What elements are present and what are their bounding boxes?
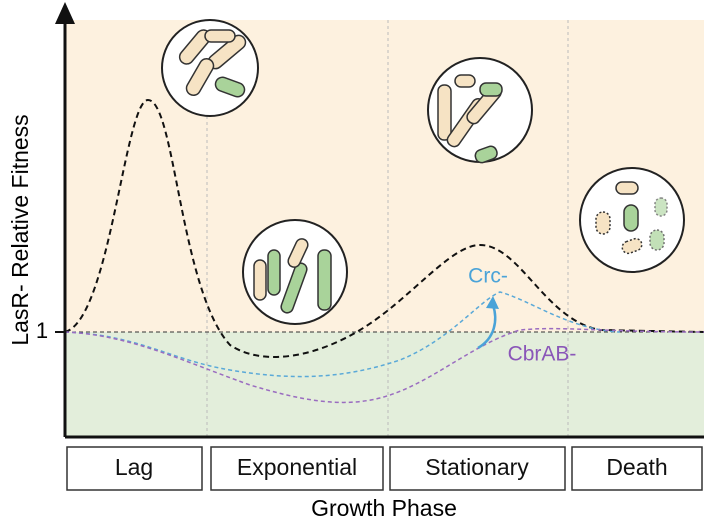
y-axis-label: LasR- Relative Fitness	[7, 114, 33, 345]
cell-circle-death	[579, 167, 685, 273]
cell-circle-exponential	[242, 219, 348, 325]
cell-circle-lag	[161, 19, 259, 117]
phase-boxes	[66, 446, 703, 491]
phase-label: Lag	[115, 454, 153, 480]
phase-label: Death	[606, 454, 667, 480]
lasr-curve	[64, 98, 704, 358]
x-axis-label: Growth Phase	[311, 495, 457, 521]
phase-label: Exponential	[237, 454, 357, 480]
cbrab-curve	[64, 327, 704, 404]
shift-arrowhead	[486, 296, 499, 309]
y-axis-arrow	[55, 2, 75, 24]
lower-region	[65, 332, 704, 437]
y-tick-label: 1	[36, 318, 48, 343]
cbrab-label: CbrAB-	[508, 343, 577, 366]
phase-label: Stationary	[425, 454, 529, 480]
cell-circle-stationary	[427, 57, 533, 164]
crc-label: Crc-	[468, 265, 508, 288]
shift-arrow	[477, 304, 497, 350]
